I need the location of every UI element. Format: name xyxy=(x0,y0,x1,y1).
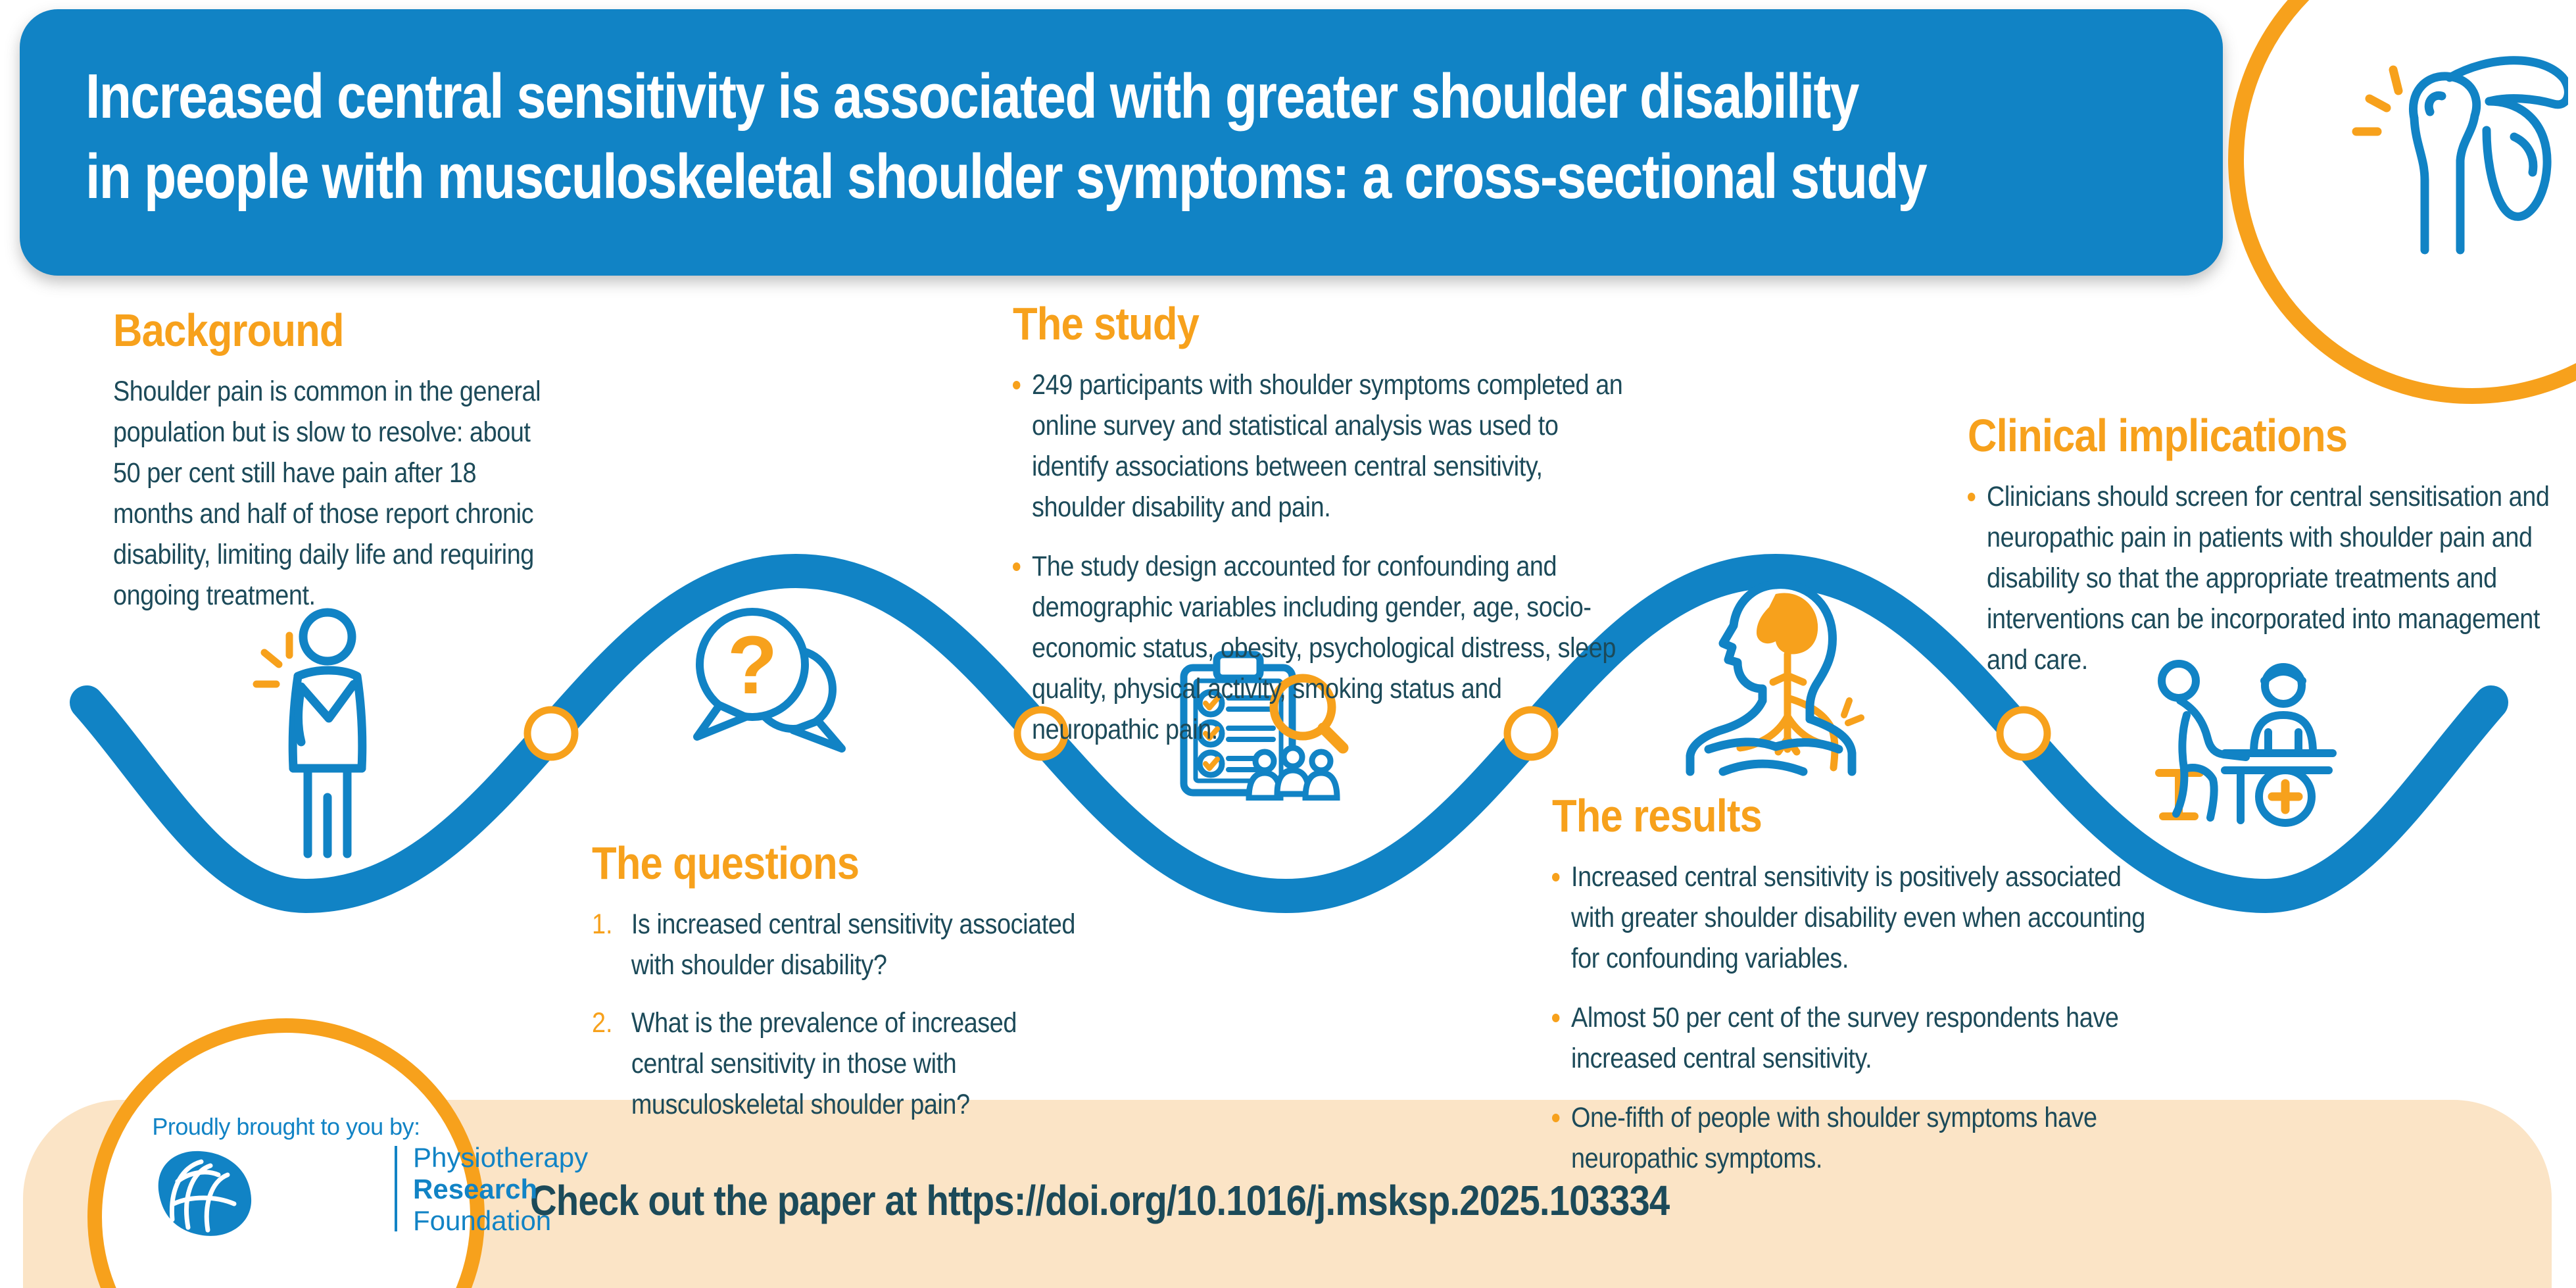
bullet-dot-icon xyxy=(1013,562,1021,571)
logo-wordmark: Physiotherapy Research Foundation xyxy=(413,1142,588,1237)
section-study: The study 249 participants with shoulder… xyxy=(1013,297,1626,768)
title-line-2: in people with musculoskeletal shoulder … xyxy=(85,141,1928,212)
clinical-heading: Clinical implications xyxy=(1968,410,2348,461)
section-background: Background Shoulder pain is common in th… xyxy=(113,304,553,616)
logo-line-2: Research xyxy=(413,1174,538,1204)
paper-link-text: Check out the paper at https://doi.org/1… xyxy=(530,1177,1670,1224)
results-bullet-1: Increased central sensitivity is positiv… xyxy=(1552,856,2157,979)
survey-clipboard-icon xyxy=(1180,651,1349,801)
page-title: Increased central sensitivity is associa… xyxy=(85,57,1928,217)
brought-by-label: Proudly brought to you by: xyxy=(152,1113,420,1140)
clinical-bullet-1: Clinicians should screen for central sen… xyxy=(1968,476,2558,680)
results-bullet-3: One-fifth of people with shoulder sympto… xyxy=(1552,1097,2157,1179)
question-item-2: 2. What is the prevalence of increased c… xyxy=(592,1003,1078,1125)
logo-line-1: Physiotherapy xyxy=(413,1142,589,1173)
logo-line-3: Foundation xyxy=(413,1205,552,1236)
shoulder-joint-icon xyxy=(2352,56,2568,255)
bullet-dot-icon xyxy=(1552,1114,1560,1122)
study-bullet-2: The study design accounted for confoundi… xyxy=(1013,546,1626,750)
section-clinical-implications: Clinical implications Clinicians should … xyxy=(1968,409,2558,699)
section-results: The results Increased central sensitivit… xyxy=(1552,789,2157,1197)
bullet-dot-icon xyxy=(1968,493,1976,501)
study-bullet-1: 249 participants with shoulder symptoms … xyxy=(1013,364,1626,528)
questions-heading: The questions xyxy=(592,837,860,889)
title-line-1: Increased central sensitivity is associa… xyxy=(85,61,1859,132)
bullet-dot-icon xyxy=(1552,1014,1560,1022)
question-item-1: 1. Is increased central sensitivity asso… xyxy=(592,904,1078,985)
wave-node-2 xyxy=(1013,706,1069,761)
brain-fill xyxy=(1757,593,1818,655)
question-number: 1. xyxy=(592,908,613,940)
wave-node-3 xyxy=(1503,706,1559,761)
central-nervous-system-icon xyxy=(1686,580,1864,776)
person-shoulder-pain-icon xyxy=(253,608,367,858)
consultation-desk-icon xyxy=(2155,660,2337,827)
bullet-dot-icon xyxy=(1552,873,1560,881)
results-heading: The results xyxy=(1552,790,1762,841)
title-banner: Increased central sensitivity is associa… xyxy=(20,9,2223,276)
logo-divider xyxy=(395,1146,397,1231)
question-mark-glyph: ? xyxy=(727,620,777,711)
wave-path xyxy=(70,553,2508,914)
question-number: 2. xyxy=(592,1007,613,1039)
study-heading: The study xyxy=(1013,298,1200,349)
section-questions: The questions 1. Is increased central se… xyxy=(592,837,1078,1142)
wave-node-1 xyxy=(523,706,579,761)
bullet-dot-icon xyxy=(1013,381,1021,389)
background-body: Shoulder pain is common in the general p… xyxy=(113,376,541,611)
results-bullet-2: Almost 50 per cent of the survey respond… xyxy=(1552,997,2157,1079)
wave-node-4 xyxy=(1996,706,2051,761)
apa-logo-icon xyxy=(158,1151,252,1236)
magnifier xyxy=(1269,674,1349,754)
question-bubbles-icon: ? xyxy=(693,608,846,753)
people-group xyxy=(1246,745,1340,801)
background-heading: Background xyxy=(113,305,344,356)
wave-nodes xyxy=(523,706,2051,761)
